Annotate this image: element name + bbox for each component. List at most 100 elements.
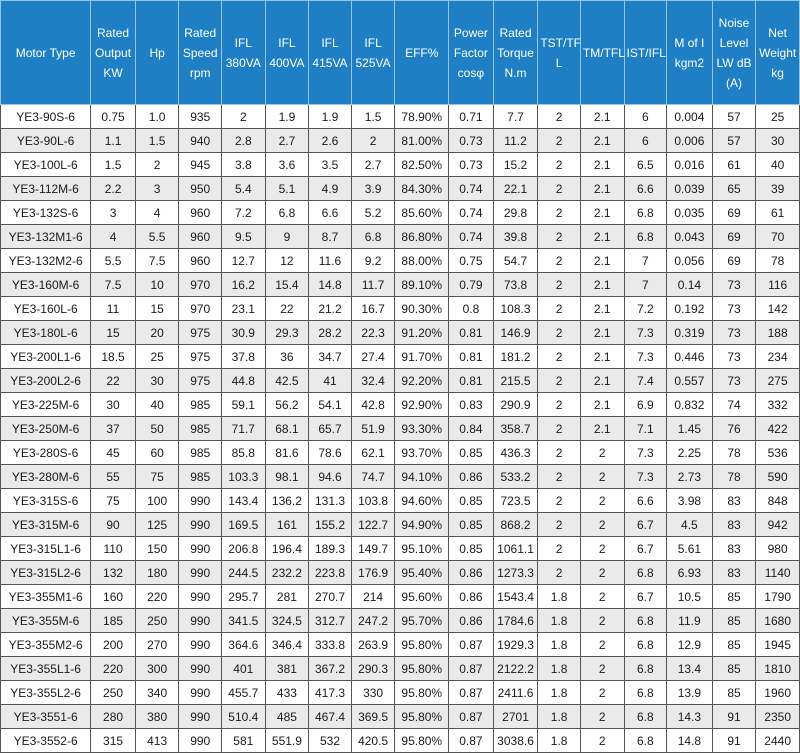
table-cell: 2.73 bbox=[666, 464, 713, 489]
table-cell: 16.2 bbox=[221, 272, 266, 297]
table-cell: 960 bbox=[178, 200, 223, 225]
motor-type-cell: YE3-355M1-6 bbox=[0, 584, 92, 609]
table-cell: 73 bbox=[711, 272, 757, 297]
table-cell: 7.4 bbox=[623, 368, 668, 393]
table-cell: 57 bbox=[711, 128, 757, 153]
table-cell: 6.8 bbox=[350, 224, 396, 249]
motor-type-cell: YE3-200L2-6 bbox=[0, 368, 92, 393]
table-row: YE3-315M-6 90 125 990 169.5 161 155.2 122.7 94.9… bbox=[0, 512, 800, 537]
header-label: L bbox=[555, 55, 563, 70]
table-cell: 533.2 bbox=[492, 464, 539, 489]
table-cell: 6.8 bbox=[623, 632, 668, 657]
table-cell: 985 bbox=[178, 416, 223, 441]
table-cell: 990 bbox=[178, 704, 223, 729]
header-label: EFF% bbox=[405, 45, 439, 60]
table-row: YE3-112M-6 2.2 3 950 5.4 5.1 4.9 3.9 84.30% 0.74 2… bbox=[0, 176, 800, 201]
column-header: Noise Level LW dB (A) bbox=[711, 0, 757, 105]
table-cell: 0.81 bbox=[448, 320, 494, 345]
table-cell: 93.70% bbox=[394, 440, 450, 465]
table-cell: 2440 bbox=[755, 728, 800, 753]
table-cell: 8.7 bbox=[308, 224, 352, 249]
table-cell: 985 bbox=[178, 464, 223, 489]
table-cell: 180 bbox=[134, 560, 180, 585]
motor-type-cell: YE3-132M2-6 bbox=[0, 248, 92, 273]
table-cell: 2 bbox=[537, 272, 581, 297]
table-cell: 14.8 bbox=[308, 272, 352, 297]
table-cell: 990 bbox=[178, 512, 223, 537]
table-cell: 73 bbox=[711, 320, 757, 345]
table-cell: 2411.6 bbox=[492, 680, 539, 705]
motor-type-cell: YE3-250M-6 bbox=[0, 416, 92, 441]
table-cell: 65 bbox=[711, 176, 757, 201]
table-cell: 32.4 bbox=[350, 368, 396, 393]
table-cell: 2 bbox=[579, 728, 625, 753]
table-cell: 0.85 bbox=[448, 536, 494, 561]
table-header: Motor Type Rated Output KW Hp Rated Speed rpm IF… bbox=[0, 0, 800, 105]
motor-type-cell: YE3-132M1-6 bbox=[0, 224, 92, 249]
table-cell: 116 bbox=[755, 272, 800, 297]
table-cell: 37 bbox=[90, 416, 136, 441]
table-cell: 0.832 bbox=[666, 392, 713, 417]
table-cell: 188 bbox=[755, 320, 800, 345]
table-cell: 61 bbox=[755, 200, 800, 225]
table-cell: 15.2 bbox=[492, 152, 539, 177]
table-cell: 6.6 bbox=[308, 200, 352, 225]
table-cell: 247.2 bbox=[350, 608, 396, 633]
table-cell: 1061.1 bbox=[492, 536, 539, 561]
table-cell: 7 bbox=[623, 272, 668, 297]
table-cell: 413 bbox=[134, 728, 180, 753]
table-cell: 5.5 bbox=[90, 248, 136, 273]
header-label: 415VA bbox=[312, 55, 348, 70]
table-cell: 0.83 bbox=[448, 392, 494, 417]
table-cell: 2 bbox=[579, 560, 625, 585]
motor-type-cell: YE3-112M-6 bbox=[0, 176, 92, 201]
table-cell: 2.1 bbox=[579, 368, 625, 393]
header-label: 400VA bbox=[269, 55, 305, 70]
table-cell: 381 bbox=[264, 656, 310, 681]
table-cell: 2.7 bbox=[264, 128, 310, 153]
table-cell: 1784.6 bbox=[492, 608, 539, 633]
table-cell: 85.60% bbox=[394, 200, 450, 225]
table-cell: 6.7 bbox=[623, 536, 668, 561]
motor-type-cell: YE3-355L1-6 bbox=[0, 656, 92, 681]
table-cell: 990 bbox=[178, 560, 223, 585]
table-cell: 510.4 bbox=[221, 704, 266, 729]
table-cell: 73.8 bbox=[492, 272, 539, 297]
table-row: YE3-200L2-6 22 30 975 44.8 42.5 41 32.4 92.20% 0.… bbox=[0, 368, 800, 393]
table-cell: 30 bbox=[90, 392, 136, 417]
column-header: Motor Type bbox=[0, 0, 92, 105]
table-cell: 9 bbox=[264, 224, 310, 249]
table-cell: 2 bbox=[579, 464, 625, 489]
table-cell: 340 bbox=[134, 680, 180, 705]
table-cell: 401 bbox=[221, 656, 266, 681]
table-cell: 98.1 bbox=[264, 464, 310, 489]
header-label: cosφ bbox=[457, 65, 485, 80]
motor-type-cell: YE3-355M2-6 bbox=[0, 632, 92, 657]
table-cell: 6.8 bbox=[623, 224, 668, 249]
table-cell: 2.7 bbox=[350, 152, 396, 177]
table-cell: 74.7 bbox=[350, 464, 396, 489]
table-cell: 2.1 bbox=[579, 248, 625, 273]
table-cell: 83 bbox=[711, 536, 757, 561]
table-cell: 78.90% bbox=[394, 104, 450, 129]
motor-type-cell: YE3-315S-6 bbox=[0, 488, 92, 513]
table-cell: 2.1 bbox=[579, 200, 625, 225]
table-cell: 60 bbox=[134, 440, 180, 465]
table-cell: 73 bbox=[711, 368, 757, 393]
table-cell: 22 bbox=[90, 368, 136, 393]
table-cell: 3 bbox=[134, 176, 180, 201]
table-cell: 2 bbox=[579, 488, 625, 513]
table-cell: 103.8 bbox=[350, 488, 396, 513]
table-cell: 29.3 bbox=[264, 320, 310, 345]
motor-type-cell: YE3-315M-6 bbox=[0, 512, 92, 537]
header-label: M of I bbox=[674, 35, 705, 50]
column-header: EFF% bbox=[394, 0, 450, 105]
table-cell: 92.20% bbox=[394, 368, 450, 393]
motor-type-cell: YE3-3551-6 bbox=[0, 704, 92, 729]
table-cell: 0.79 bbox=[448, 272, 494, 297]
table-cell: 1960 bbox=[755, 680, 800, 705]
table-cell: 95.80% bbox=[394, 680, 450, 705]
table-cell: 9.5 bbox=[221, 224, 266, 249]
table-cell: 0.87 bbox=[448, 728, 494, 753]
